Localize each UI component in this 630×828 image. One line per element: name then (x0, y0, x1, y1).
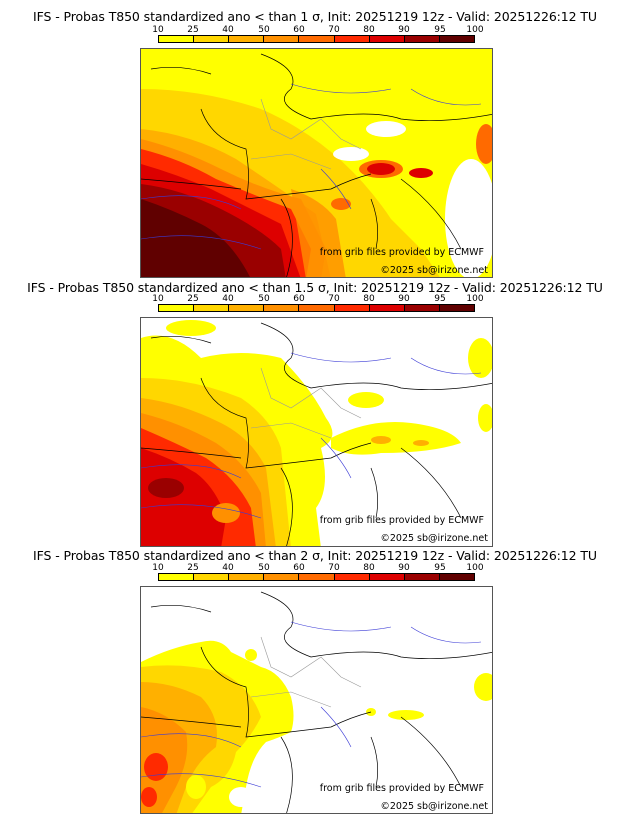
colorbar-segment (439, 36, 474, 42)
colorbar-segment (264, 305, 300, 311)
colorbar-segment (439, 305, 474, 311)
colorbar (158, 35, 475, 43)
colorbar-label: 100 (466, 294, 484, 304)
colorbar-segment (229, 574, 265, 580)
colorbar-segment (229, 36, 265, 42)
colorbar-segment (369, 574, 405, 580)
panel-title: IFS - Probas T850 standardized ano < tha… (33, 9, 597, 24)
colorbar-label: 95 (434, 25, 446, 35)
colorbar-label: 60 (293, 25, 305, 35)
colorbar-segment (299, 305, 335, 311)
colorbar-label: 50 (258, 25, 270, 35)
copyright-text: ©2025 sb@irizone.net (380, 533, 488, 544)
colorbar-label: 40 (222, 25, 234, 35)
colorbar-label: 95 (434, 294, 446, 304)
colorbar-segment (404, 305, 440, 311)
colorbar-segment (229, 305, 265, 311)
colorbar-label: 60 (293, 563, 305, 573)
probability-map: from grib files provided by ECMWF ©2025 … (140, 317, 493, 547)
colorbar-segment (194, 305, 230, 311)
colorbar-segment (404, 36, 440, 42)
map-graphic (141, 587, 492, 813)
forecast-panel-1-5sigma: IFS - Probas T850 standardized ano < tha… (0, 269, 630, 549)
colorbar-label: 100 (466, 563, 484, 573)
colorbar-label: 90 (398, 25, 410, 35)
colorbar-label: 90 (398, 563, 410, 573)
colorbar-label: 80 (363, 25, 375, 35)
colorbar-segment (264, 574, 300, 580)
map-graphic (141, 318, 492, 546)
colorbar-segment (194, 574, 230, 580)
copyright-text: ©2025 sb@irizone.net (380, 265, 488, 276)
colorbar-labels: 10 25 40 50 60 70 80 90 95 100 (152, 294, 483, 304)
forecast-panel-1sigma: IFS - Probas T850 standardized ano < tha… (0, 0, 630, 280)
colorbar-label: 70 (328, 25, 340, 35)
colorbar-segment (159, 305, 195, 311)
data-credit: from grib files provided by ECMWF (319, 515, 484, 526)
colorbar-label: 60 (293, 294, 305, 304)
colorbar-label: 10 (152, 25, 164, 35)
colorbar-label: 25 (187, 563, 199, 573)
colorbar-label: 95 (434, 563, 446, 573)
panel-title: IFS - Probas T850 standardized ano < tha… (27, 280, 603, 295)
colorbar-segment (334, 305, 370, 311)
colorbar-label: 90 (398, 294, 410, 304)
colorbar-labels: 10 25 40 50 60 70 80 90 95 100 (152, 563, 483, 573)
colorbar-label: 10 (152, 294, 164, 304)
forecast-panel-2sigma: IFS - Probas T850 standardized ano < tha… (0, 538, 630, 818)
colorbar-label: 80 (363, 563, 375, 573)
colorbar-segment (299, 36, 335, 42)
panel-title: IFS - Probas T850 standardized ano < tha… (33, 548, 597, 563)
colorbar-segment (334, 574, 370, 580)
colorbar-label: 40 (222, 563, 234, 573)
colorbar-segment (159, 36, 195, 42)
data-credit: from grib files provided by ECMWF (319, 247, 484, 258)
colorbar-segment (334, 36, 370, 42)
colorbar-segment (264, 36, 300, 42)
probability-map: from grib files provided by ECMWF ©2025 … (140, 586, 493, 814)
colorbar-label: 100 (466, 25, 484, 35)
probability-map: from grib files provided by ECMWF ©2025 … (140, 48, 493, 278)
colorbar-label: 25 (187, 294, 199, 304)
data-credit: from grib files provided by ECMWF (319, 783, 484, 794)
colorbar-segment (439, 574, 474, 580)
colorbar-segment (404, 574, 440, 580)
map-graphic (141, 49, 492, 277)
colorbar-label: 80 (363, 294, 375, 304)
colorbar-label: 25 (187, 25, 199, 35)
colorbar (158, 573, 475, 581)
colorbar-label: 40 (222, 294, 234, 304)
colorbar-label: 50 (258, 563, 270, 573)
colorbar-segment (369, 36, 405, 42)
colorbar-label: 10 (152, 563, 164, 573)
colorbar-segment (299, 574, 335, 580)
colorbar-labels: 10 25 40 50 60 70 80 90 95 100 (152, 25, 483, 35)
colorbar-label: 50 (258, 294, 270, 304)
colorbar-segment (369, 305, 405, 311)
colorbar-segment (194, 36, 230, 42)
colorbar (158, 304, 475, 312)
colorbar-label: 70 (328, 294, 340, 304)
colorbar-segment (159, 574, 195, 580)
colorbar-label: 70 (328, 563, 340, 573)
copyright-text: ©2025 sb@irizone.net (380, 801, 488, 812)
